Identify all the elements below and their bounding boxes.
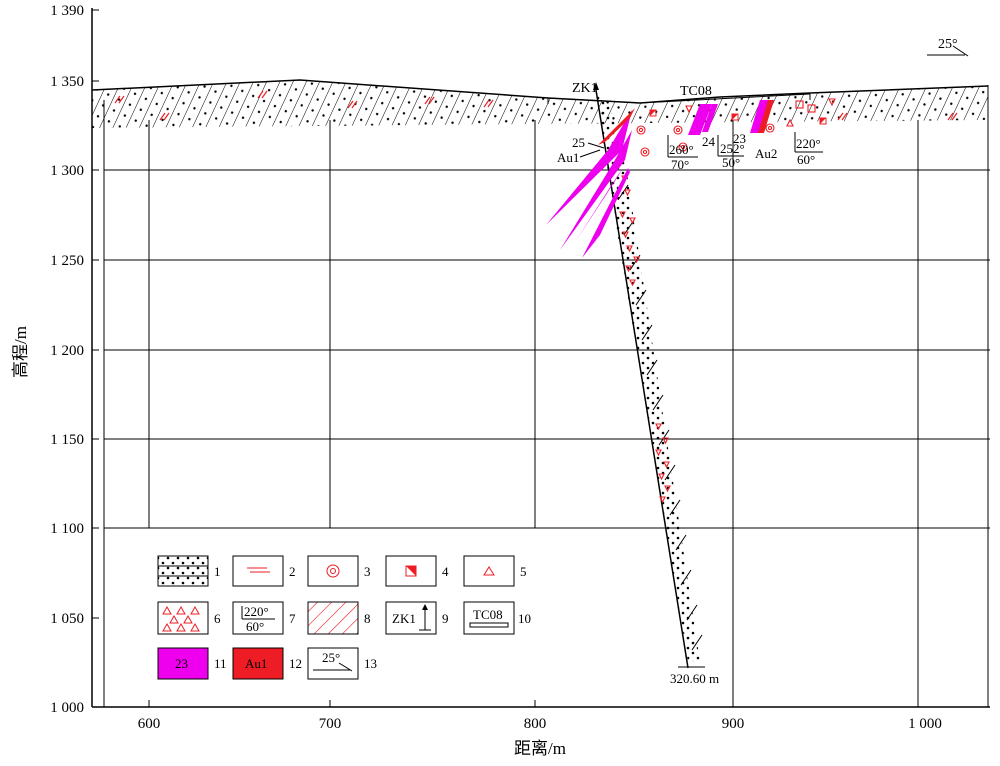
attitude-3-az: 220°	[796, 136, 821, 151]
grid-lines	[103, 85, 990, 707]
y-tick-1150: 1 150	[50, 432, 84, 448]
y-tick-1350: 1 350	[50, 74, 84, 90]
x-axis: 600 700 800 900 1 000 距离/m	[138, 700, 942, 758]
x-tick-1000: 1 000	[908, 716, 942, 732]
x-tick-900: 900	[722, 716, 745, 732]
drillhole-zk1: ZK1 320.60 m	[572, 81, 719, 686]
svg-text:Au1: Au1	[245, 656, 267, 671]
legend-item-4: 4	[385, 555, 449, 587]
legend-item-8: 8	[307, 601, 371, 635]
svg-text:12: 12	[289, 656, 302, 671]
svg-text:TC08: TC08	[473, 607, 503, 622]
svg-text:25°: 25°	[322, 650, 340, 665]
legend-item-5: 5	[463, 555, 527, 587]
attitude-1-az: 260°	[669, 142, 694, 157]
svg-text:9: 9	[442, 611, 449, 626]
orebody-25: 25 Au1	[546, 108, 635, 258]
y-tick-1390: 1 390	[50, 3, 84, 19]
surface-rock-layer	[91, 79, 989, 128]
svg-text:2: 2	[289, 564, 296, 579]
legend-item-7: 220° 60° 7	[232, 601, 296, 635]
svg-text:7: 7	[289, 611, 296, 626]
svg-text:5: 5	[520, 564, 527, 579]
attitude-2-az: 252°	[720, 141, 745, 156]
legend-item-12: Au1 12	[232, 647, 302, 680]
orebody-25-label: 25	[572, 135, 585, 150]
legend: 1 2 3 4 5	[157, 555, 531, 680]
legend-item-6: 6	[157, 601, 221, 635]
svg-text:10: 10	[518, 611, 531, 626]
legend-item-2: 2	[232, 555, 296, 587]
y-axis: 1 000 1 050 1 100 1 150 1 200 1 250 1 30…	[11, 3, 99, 716]
y-tick-1300: 1 300	[50, 163, 84, 179]
legend-item-13: 25° 13	[307, 647, 377, 680]
svg-text:ZK1: ZK1	[392, 611, 416, 626]
attitude-1-dip: 70°	[671, 157, 689, 172]
x-tick-600: 600	[138, 716, 161, 732]
dip-indicator: 25°	[927, 37, 969, 57]
svg-text:4: 4	[442, 564, 449, 579]
attitude-1: 260° 70°	[667, 135, 698, 172]
drillhole-label: ZK1	[572, 81, 598, 96]
y-tick-1200: 1 200	[50, 343, 84, 359]
x-axis-title: 距离/m	[514, 739, 566, 758]
legend-item-1: 1	[157, 555, 221, 587]
svg-text:13: 13	[364, 656, 377, 671]
svg-text:60°: 60°	[246, 619, 264, 634]
y-tick-1250: 1 250	[50, 253, 84, 269]
orebody-24-label: 24	[702, 134, 716, 149]
y-tick-1050: 1 050	[50, 611, 84, 627]
au2-label: Au2	[755, 146, 777, 161]
attitude-3: 220° 60°	[794, 132, 823, 167]
au1-label: Au1	[557, 150, 579, 165]
legend-item-10: TC08 10	[463, 601, 531, 635]
y-axis-title: 高程/m	[11, 326, 30, 378]
y-tick-1100: 1 100	[50, 521, 84, 537]
orebody-23-label: 23	[733, 131, 746, 146]
trench-label: TC08	[680, 84, 712, 99]
y-tick-1000: 1 000	[50, 700, 84, 716]
orebody-24: 24	[688, 104, 718, 149]
dip-indicator-label: 25°	[938, 37, 958, 52]
mineralization-symbols	[636, 98, 836, 157]
trench-tc08: TC08	[547, 84, 811, 104]
svg-text:3: 3	[364, 564, 371, 579]
svg-text:1: 1	[214, 564, 221, 579]
svg-text:11: 11	[214, 656, 227, 671]
svg-text:23: 23	[175, 656, 188, 671]
hole-depth-label: 320.60 m	[670, 671, 719, 686]
attitude-2-dip: 50°	[722, 155, 740, 170]
legend-item-11: 23 11	[157, 647, 227, 680]
attitude-3-dip: 60°	[797, 152, 815, 167]
legend-item-3: 3	[307, 555, 371, 587]
orebody-23: 23 Au2	[733, 100, 777, 161]
x-tick-800: 800	[524, 716, 547, 732]
x-tick-700: 700	[319, 716, 342, 732]
svg-text:8: 8	[364, 611, 371, 626]
attitude-2: 252° 50°	[717, 135, 745, 170]
svg-text:6: 6	[214, 611, 221, 626]
svg-text:220°: 220°	[244, 604, 269, 619]
legend-item-9: ZK1 9	[385, 601, 449, 635]
